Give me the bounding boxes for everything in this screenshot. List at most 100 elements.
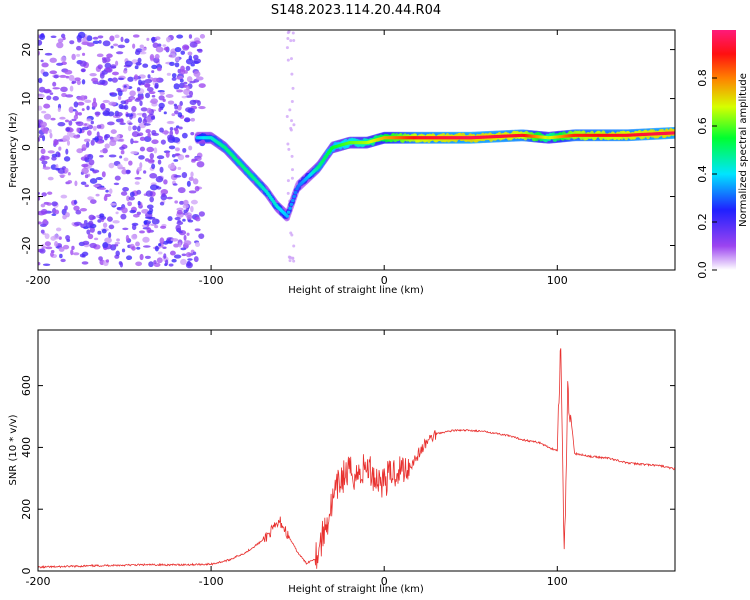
spectrogram-noise-blob <box>192 61 200 64</box>
spectrogram-noise-blob <box>95 214 100 218</box>
spectrogram-noise-blob <box>111 77 118 83</box>
spectrogram-noise-blob <box>74 77 81 82</box>
spectrogram-noise-blob <box>132 43 136 49</box>
spectrogram-noise-blob <box>105 67 113 73</box>
spectrogram-noise-blob <box>122 85 128 92</box>
spectrogram-noise-blob <box>87 196 95 200</box>
spectrogram-noise-blob <box>149 184 158 191</box>
colorbar-tick-label: 0.8 <box>696 69 709 87</box>
spectrogram-noise-blob <box>185 65 191 71</box>
spectrogram-noise-blob <box>95 176 103 181</box>
spectrogram-noise-blob <box>65 212 70 218</box>
spectrogram-noise-blob <box>147 132 151 138</box>
spectrogram-noise-blob <box>186 232 190 236</box>
spectrogram-noise-blob <box>196 161 205 168</box>
spectrogram-ridge-core <box>288 206 292 210</box>
spectrogram-noise-blob <box>42 71 49 77</box>
spectrogram-noise-blob <box>71 245 75 251</box>
spectrogram-noise-blob <box>38 192 41 195</box>
spectrogram-noise-blob <box>87 233 94 240</box>
spectrogram-noise-blob <box>149 152 155 160</box>
spectrogram-noise-blob <box>289 126 293 130</box>
spectrogram-noise-blob <box>291 86 295 90</box>
spectrogram-noise-blob <box>163 46 169 51</box>
spectrogram-noise-blob <box>117 44 126 49</box>
spectrogram-noise-blob <box>185 252 192 258</box>
spectrogram-noise-blob <box>171 77 177 81</box>
spectrogram-noise-blob <box>49 70 58 75</box>
spectrogram-ridge-core <box>295 187 299 191</box>
spectrogram-noise-blob <box>125 113 134 117</box>
spectrogram-noise-blob <box>132 125 138 131</box>
spectrogram-noise-blob <box>104 133 111 139</box>
spectrogram-noise-blob <box>73 101 79 108</box>
spectrogram-noise-blob <box>197 100 201 107</box>
spectrogram-noise-blob <box>81 126 89 131</box>
spectrogram-noise-blob <box>38 221 43 225</box>
spectrogram-noise-blob <box>45 246 53 250</box>
spectrogram-noise-blob <box>179 200 185 205</box>
spectrogram-noise-blob <box>123 157 129 162</box>
spectrogram-noise-blob <box>79 207 88 212</box>
spectrogram-noise-blob <box>139 44 145 49</box>
spectrogram-noise-blob <box>40 203 46 208</box>
spectrogram-noise-blob <box>94 136 99 143</box>
spectrogram-noise-blob <box>53 233 60 240</box>
spectrogram-noise-blob <box>193 256 199 263</box>
spectrogram-y-tick-label: 20 <box>20 43 33 57</box>
spectrogram-noise-blob <box>167 134 173 141</box>
spectrogram-noise-blob <box>135 241 140 247</box>
spectrogram-noise-blob <box>129 90 136 97</box>
spectrogram-noise-blob <box>146 204 154 210</box>
spectrogram-noise-blob <box>99 149 104 153</box>
spectrogram-noise-blob <box>195 216 201 222</box>
spectrogram-noise-blob <box>177 154 185 161</box>
spectrogram-ridge-core <box>291 198 295 203</box>
spectrogram-noise-blob <box>121 169 128 175</box>
spectrogram-noise-blob <box>89 168 95 171</box>
spectrogram-noise-blob <box>54 240 58 247</box>
spectrogram-noise-blob <box>173 83 180 90</box>
spectrogram-noise-blob <box>46 202 52 206</box>
spectrogram-noise-blob <box>53 74 59 79</box>
spectrogram-noise-blob <box>189 90 194 97</box>
spectrogram-noise-blob <box>190 205 194 213</box>
spectrogram-noise-blob <box>44 241 51 247</box>
spectrogram-noise-blob <box>105 259 110 263</box>
spectrogram-noise-blob <box>104 62 112 69</box>
spectrogram-noise-blob <box>96 131 100 138</box>
spectrogram-noise-blob <box>43 218 48 223</box>
spectrogram-noise-blob <box>124 38 130 44</box>
spectrogram-noise-blob <box>85 141 90 148</box>
spectrogram-noise-blob <box>84 174 89 179</box>
spectrogram-noise-blob <box>288 108 292 112</box>
spectrogram-noise-blob <box>177 187 186 194</box>
spectrogram-noise-blob <box>68 74 75 82</box>
spectrogram-noise-blob <box>186 214 193 220</box>
spectrogram-noise-blob <box>112 220 120 224</box>
spectrogram-noise-blob <box>173 175 182 178</box>
spectrogram-noise-blob <box>188 34 193 39</box>
spectrogram-noise-blob <box>155 176 164 183</box>
spectrogram-noise-blob <box>176 221 184 226</box>
spectrogram-noise-blob <box>130 138 134 145</box>
spectrogram-noise-blob <box>142 236 150 243</box>
spectrogram-noise-blob <box>74 180 78 187</box>
spectrogram-noise-blob <box>186 85 190 91</box>
spectrogram-noise-blob <box>101 228 107 234</box>
spectrogram-noise-blob <box>81 254 86 258</box>
spectrogram-noise-blob <box>177 112 183 118</box>
spectrogram-noise-blob <box>102 222 108 228</box>
spectrogram-image <box>38 30 675 269</box>
spectrogram-noise-blob <box>59 253 63 259</box>
spectrogram-noise-blob <box>81 68 86 73</box>
spectrogram-noise-blob <box>38 196 41 201</box>
spectrogram-noise-blob <box>181 132 188 139</box>
spectrogram-noise-blob <box>167 216 173 222</box>
spectrogram-noise-blob <box>56 41 64 49</box>
spectrogram-noise-blob <box>83 220 88 225</box>
spectrogram-noise-blob <box>60 194 68 199</box>
spectrogram-noise-blob <box>136 125 141 132</box>
spectrogram-noise-blob <box>81 41 90 46</box>
spectrogram-noise-blob <box>41 110 47 114</box>
